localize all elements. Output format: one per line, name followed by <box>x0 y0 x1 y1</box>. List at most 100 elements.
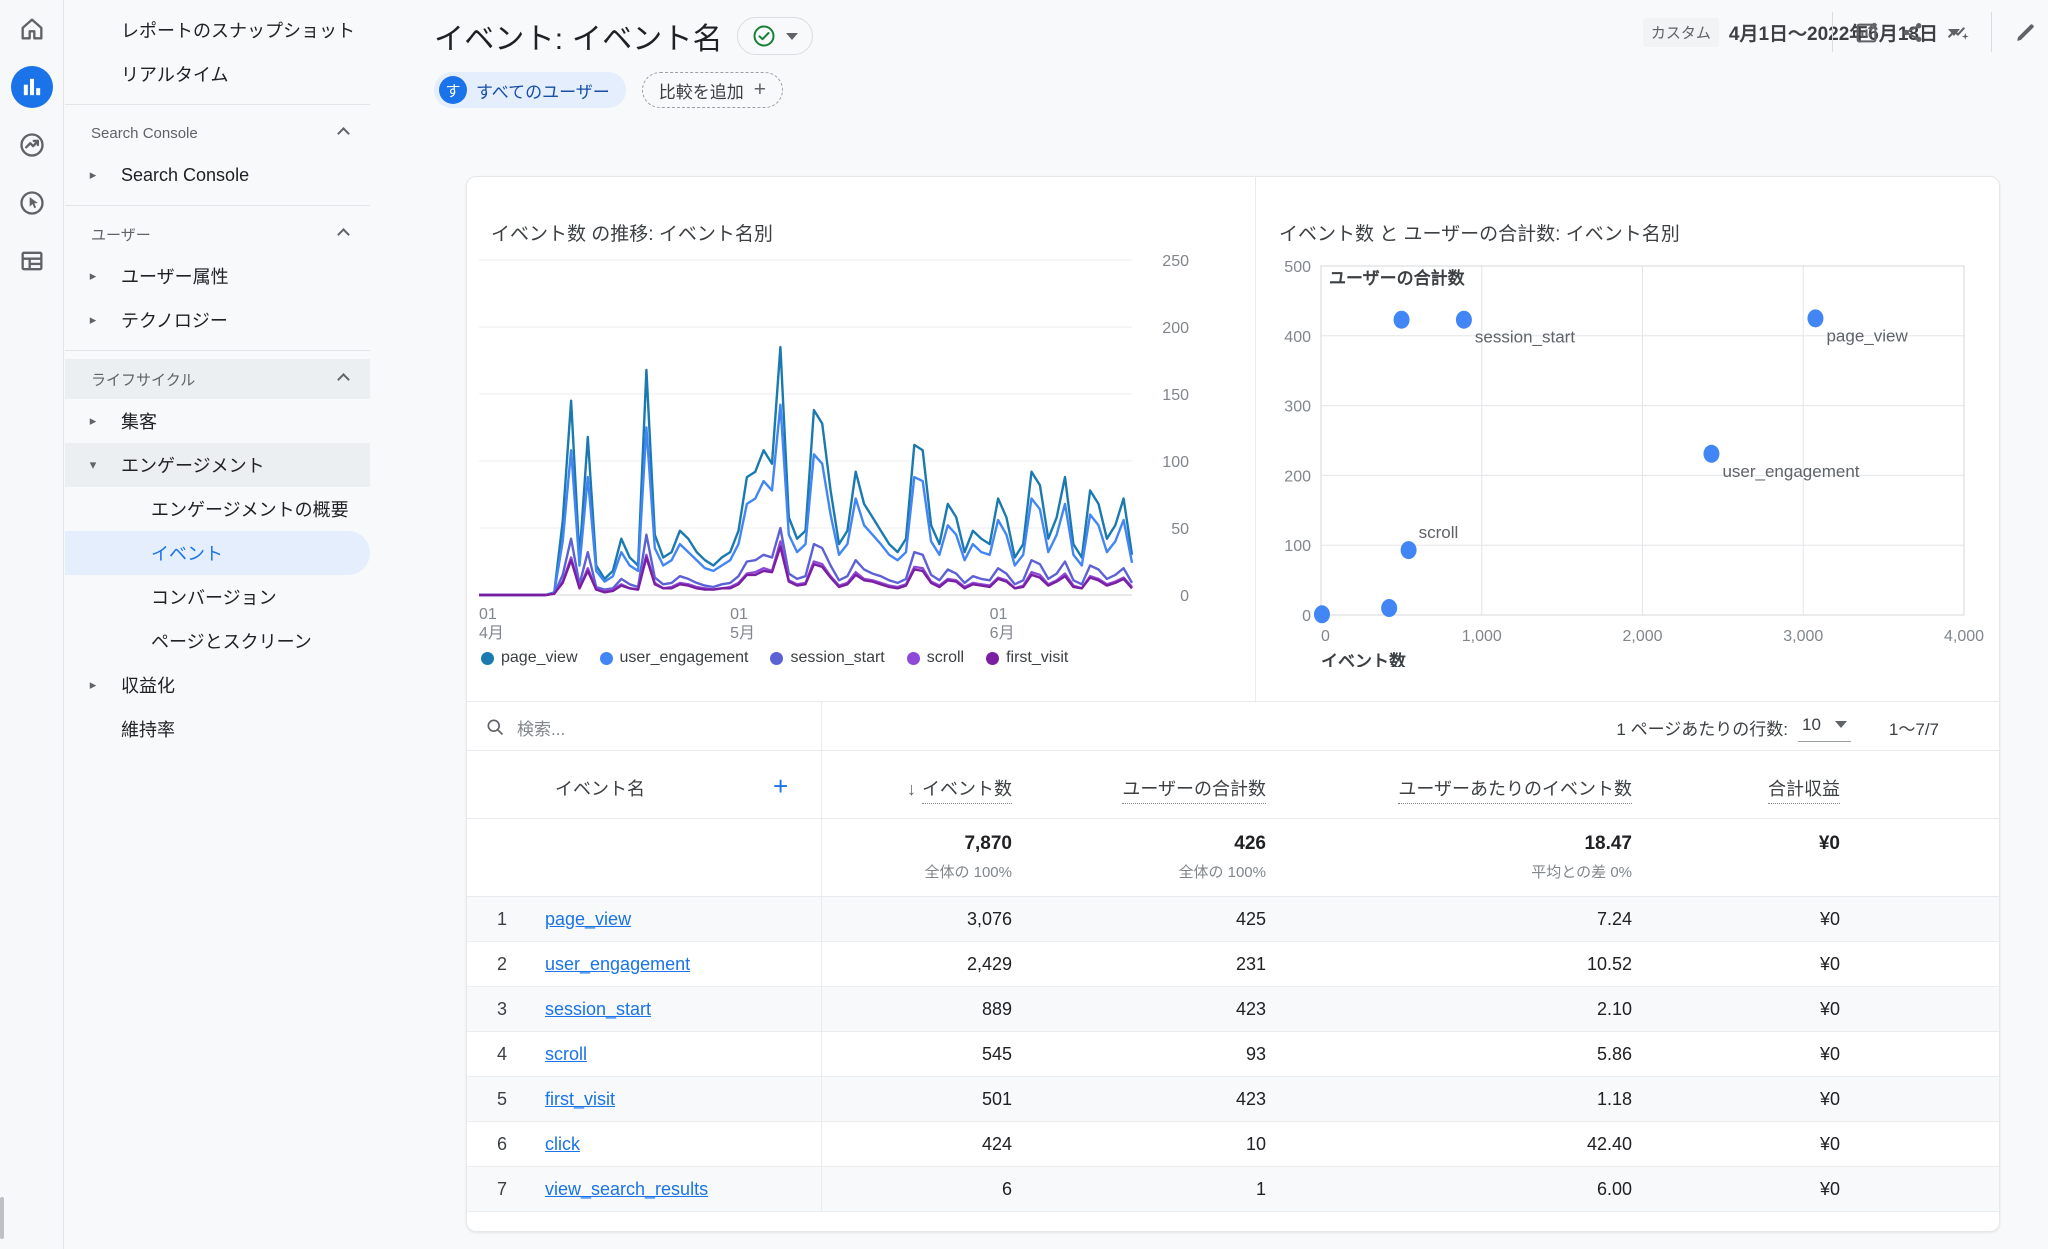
segment-avatar: す <box>439 76 467 104</box>
event-link-view_search_results[interactable]: view_search_results <box>545 1179 709 1199</box>
chevron-down-icon <box>1948 29 1960 36</box>
search-placeholder: 検索... <box>517 719 566 739</box>
svg-text:3,000: 3,000 <box>1783 628 1823 645</box>
column-header-event-name[interactable]: イベント名 <box>555 779 645 799</box>
svg-text:5月: 5月 <box>730 625 755 641</box>
line-series-session_start <box>479 526 1134 597</box>
svg-text:200: 200 <box>1162 320 1189 337</box>
sidebar-item-report-snapshot[interactable]: レポートのスナップショット <box>65 8 370 52</box>
totals-subtext: 全体の 100% <box>924 864 1012 881</box>
column-header-label: イベント数 <box>922 779 1012 804</box>
per-user-cell: 6.00 <box>1596 1179 1632 1199</box>
line-series-first_visit <box>479 545 1133 597</box>
events-cell: 424 <box>981 1134 1012 1154</box>
sidebar-item-engagement-overview[interactable]: エンゲージメントの概要 <box>65 487 370 531</box>
table-search-input[interactable]: 検索... <box>485 702 565 752</box>
revenue-cell: ¥0 <box>1819 954 1840 974</box>
totals-subtext: 平均との差 0% <box>1531 864 1632 881</box>
column-header-events[interactable]: ↓ イベント数 <box>907 775 1012 804</box>
line-series-page_view <box>479 345 1134 597</box>
scatter-point-session_start <box>1455 310 1472 329</box>
sidebar-item-engagement[interactable]: ▾ エンゲージメント <box>65 443 370 487</box>
event-link-scroll[interactable]: scroll <box>545 1044 588 1064</box>
chevron-up-icon <box>337 127 350 140</box>
segment-chip-all-users[interactable]: す すべてのユーザー <box>434 72 626 108</box>
svg-text:scroll: scroll <box>1419 523 1459 542</box>
row-number: 6 <box>497 1134 508 1154</box>
row-number: 1 <box>497 909 508 929</box>
sidebar-item-search-console[interactable]: ▸ Search Console <box>65 153 370 197</box>
per-user-cell: 7.24 <box>1596 909 1632 929</box>
scatter-point-click <box>1381 599 1398 618</box>
sidebar-item-label: ページとスクリーン <box>151 632 312 652</box>
events-cell: 6 <box>1001 1179 1012 1199</box>
revenue-cell: ¥0 <box>1819 1179 1840 1199</box>
add-dimension-button[interactable]: + <box>773 771 789 801</box>
table-row-user_engagement: 2 user_engagement 2,429 231 10.52 ¥0 <box>467 942 1999 987</box>
share-icon[interactable] <box>1889 10 1935 54</box>
svg-text:500: 500 <box>1284 259 1311 276</box>
event-link-page_view[interactable]: page_view <box>545 909 632 929</box>
nav-section-user-section[interactable]: ユーザー <box>65 214 370 254</box>
row-number: 4 <box>497 1044 508 1064</box>
sidebar-item-acquisition[interactable]: ▸ 集客 <box>65 399 370 443</box>
rows-per-page-select[interactable]: 10 <box>1797 713 1851 742</box>
library-icon[interactable] <box>0 232 64 290</box>
line-chart-title: イベント数 の推移: イベント名別 <box>491 224 773 245</box>
sidebar-item-user-attributes[interactable]: ▸ ユーザー属性 <box>65 254 370 298</box>
edit-icon[interactable] <box>2002 10 2048 54</box>
revenue-cell: ¥0 <box>1819 1089 1840 1109</box>
add-comparison-button[interactable]: 比較を追加 + <box>641 72 784 108</box>
svg-text:4月: 4月 <box>479 625 504 641</box>
sidebar-item-technology[interactable]: ▸ テクノロジー <box>65 298 370 342</box>
sidebar-item-retention[interactable]: 維持率 <box>65 707 370 751</box>
scatter-point-user_engagement <box>1703 444 1720 463</box>
column-header-events-per-user[interactable]: ユーザーあたりのイベント数 <box>1398 775 1632 804</box>
sidebar-item-label: コンバージョン <box>151 588 277 608</box>
report-status-pill[interactable] <box>736 17 813 55</box>
sidebar-item-realtime[interactable]: リアルタイム <box>65 52 370 96</box>
svg-text:6月: 6月 <box>990 625 1015 641</box>
sidebar-item-label: ユーザー属性 <box>121 267 229 287</box>
customize-report-icon[interactable] <box>1843 10 1889 54</box>
triangle-right-icon: ▸ <box>89 677 97 692</box>
home-icon[interactable] <box>0 0 64 58</box>
advertising-icon[interactable] <box>0 174 64 232</box>
column-header-total-users[interactable]: ユーザーの合計数 <box>1122 775 1266 804</box>
report-card: イベント数 の推移: イベント名別 イベント数 と ユーザーの合計数: イベント… <box>466 176 2000 1232</box>
events-cell: 2,429 <box>966 954 1012 974</box>
svg-text:4,000: 4,000 <box>1944 628 1984 645</box>
sidebar-item-monetization[interactable]: ▸ 収益化 <box>65 663 370 707</box>
rows-per-page-value: 10 <box>1801 714 1821 734</box>
event-link-click[interactable]: click <box>545 1134 580 1154</box>
event-link-session_start[interactable]: session_start <box>545 999 652 1019</box>
sidebar-item-pages-screens[interactable]: ページとスクリーン <box>65 619 370 663</box>
nav-section-lifecycle-section[interactable]: ライフサイクル <box>65 359 370 399</box>
legend-dot <box>599 651 613 665</box>
icon-rail <box>0 0 64 1249</box>
add-comparison-label: 比較を追加 <box>658 82 744 102</box>
nav-section-search-console-section[interactable]: Search Console <box>65 113 370 153</box>
event-link-user_engagement[interactable]: user_engagement <box>545 954 691 974</box>
reports-icon[interactable] <box>0 58 64 116</box>
totals-subtext: 全体の 100% <box>1178 864 1266 881</box>
column-header-label: ユーザーあたりのイベント数 <box>1398 779 1632 804</box>
nav-scrollbar[interactable] <box>0 1197 4 1239</box>
scatter-chart: 0 100 200 300 400 500 0 1,000 2,000 3,000 4,000 ユーザ… <box>1284 259 1984 667</box>
insights-icon[interactable] <box>1935 10 1981 54</box>
table-row-session_start: 3 session_start 889 423 2.10 ¥0 <box>467 987 1999 1032</box>
header-divider <box>1832 12 1833 52</box>
users-cell: 93 <box>1245 1044 1266 1064</box>
events-cell: 501 <box>981 1089 1012 1109</box>
sidebar-item-label: テクノロジー <box>121 311 228 331</box>
rows-per-page-label: 1 ページあたりの行数: <box>1616 719 1788 739</box>
event-link-first_visit[interactable]: first_visit <box>545 1089 616 1109</box>
triangle-right-icon: ▸ <box>89 413 97 428</box>
sidebar-item-events[interactable]: イベント <box>65 531 370 575</box>
explore-icon[interactable] <box>0 116 64 174</box>
sidebar-item-conversions[interactable]: コンバージョン <box>65 575 370 619</box>
date-range-selector[interactable]: カスタム 4月1日～2022年6月18日 <box>1642 18 1960 47</box>
sidebar-item-label: レポートのスナップショット <box>121 21 355 41</box>
column-header-total-revenue[interactable]: 合計収益 <box>1768 775 1840 804</box>
column-header-label: 合計収益 <box>1768 779 1840 804</box>
